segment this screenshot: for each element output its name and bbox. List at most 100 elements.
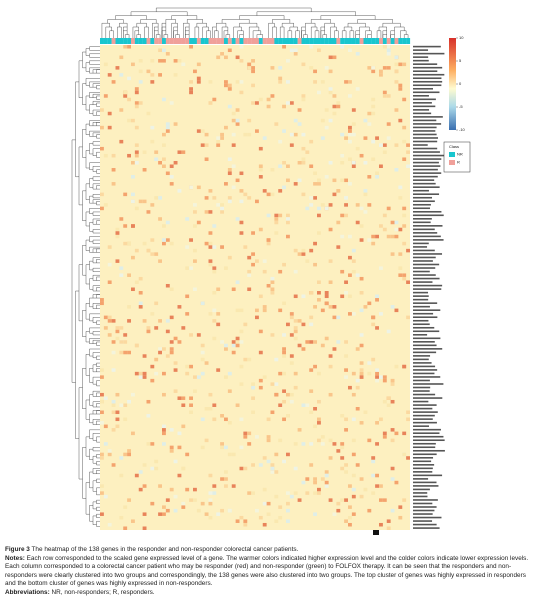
cell (286, 392, 290, 397)
cell (328, 227, 333, 232)
cell (398, 185, 403, 190)
label-stroke (413, 49, 429, 51)
cell (158, 512, 162, 516)
cell (317, 206, 321, 211)
cell (127, 449, 131, 453)
cell (231, 350, 236, 355)
cell (208, 498, 213, 502)
cell (344, 178, 348, 183)
branch (89, 104, 93, 114)
cell (181, 326, 186, 330)
branch (349, 30, 355, 38)
branch (89, 130, 100, 137)
cell (142, 319, 147, 323)
cell (305, 477, 310, 481)
cell (336, 315, 341, 320)
branch (400, 30, 407, 38)
label-stroke (413, 432, 440, 434)
cell (270, 333, 275, 337)
cell (204, 143, 209, 147)
colorbar (449, 38, 456, 130)
branch (85, 354, 90, 376)
cell (313, 424, 317, 429)
branch (96, 259, 100, 264)
cell (177, 431, 182, 436)
cell (258, 350, 263, 355)
cell (313, 305, 317, 309)
label-stroke (413, 165, 441, 167)
cell (247, 431, 252, 436)
cell (119, 273, 124, 277)
cell (150, 73, 155, 77)
cell (224, 417, 228, 422)
cell (227, 87, 232, 91)
branch (82, 129, 86, 158)
branch (303, 34, 308, 38)
cell (177, 59, 182, 63)
cell (231, 343, 236, 348)
class-cell (131, 38, 135, 44)
cell (162, 97, 166, 102)
label-stroke (413, 333, 428, 336)
class-cell (189, 38, 194, 44)
branch (154, 26, 159, 38)
cell (165, 238, 170, 242)
cell (208, 101, 213, 105)
label-stroke (413, 45, 441, 48)
cell (286, 220, 290, 225)
cell (119, 403, 124, 407)
cell (289, 354, 294, 358)
cell (406, 143, 410, 147)
cell (131, 224, 135, 228)
cell (313, 182, 317, 186)
label-stroke (413, 513, 433, 515)
cell (282, 160, 286, 165)
cell (266, 501, 271, 506)
cell (103, 442, 108, 446)
cell (119, 139, 124, 144)
cell (200, 445, 205, 450)
cell (196, 375, 201, 379)
cell (320, 308, 325, 313)
cell (239, 231, 244, 235)
branch (92, 468, 100, 474)
cell (382, 375, 387, 379)
cell (293, 118, 298, 123)
branch (185, 34, 190, 38)
label-stroke (413, 70, 438, 73)
cell (162, 143, 166, 147)
cell (305, 150, 310, 154)
cell (119, 217, 124, 221)
branch (272, 19, 291, 24)
cell (348, 157, 352, 161)
cell (142, 371, 147, 376)
cell (220, 52, 224, 56)
cell (278, 269, 283, 274)
cell (150, 501, 155, 506)
branch (314, 30, 320, 38)
cell (169, 449, 174, 453)
branch (89, 143, 93, 155)
cell (402, 125, 407, 130)
cell (266, 435, 271, 439)
cell (154, 150, 159, 154)
cell (266, 213, 271, 218)
cell (150, 466, 155, 471)
branch (96, 69, 100, 74)
cell (336, 508, 341, 513)
cell (258, 97, 263, 102)
class-cell (394, 38, 399, 44)
cell (247, 255, 252, 260)
cell (351, 122, 356, 126)
cell (173, 122, 178, 126)
branch (320, 26, 325, 38)
cell (313, 364, 317, 369)
cell (162, 424, 166, 429)
cell (119, 515, 124, 520)
branch (165, 19, 176, 24)
cell (100, 301, 104, 306)
cell (340, 456, 345, 460)
cell (138, 276, 143, 281)
cell (394, 69, 399, 74)
label-stroke (413, 274, 436, 276)
